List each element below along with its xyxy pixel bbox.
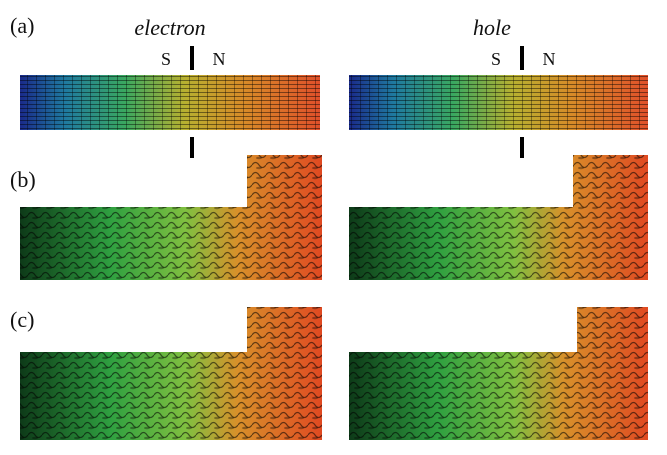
bar-electron (20, 75, 320, 130)
field-b-hole (349, 155, 648, 280)
field-b-electron (20, 155, 322, 280)
field-c-hole (349, 307, 648, 440)
interface-label: N (543, 49, 556, 69)
interface-label: S (491, 49, 501, 69)
panel-label: (b) (10, 167, 36, 192)
interface-marker (190, 137, 194, 158)
interface-marker (190, 46, 194, 70)
interface-label: S (161, 49, 171, 69)
interface-marker (520, 137, 524, 158)
panel-label: (a) (10, 13, 34, 38)
interface-marker (520, 46, 524, 70)
column-title: electron (134, 15, 205, 40)
interface-label: N (213, 49, 226, 69)
column-title: hole (473, 15, 511, 40)
panel-label: (c) (10, 307, 34, 332)
bar-hole (349, 75, 648, 130)
field-c-electron (20, 307, 322, 440)
